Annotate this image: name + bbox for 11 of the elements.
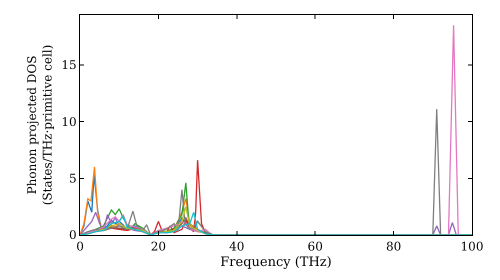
y-axis-title: Phonon projected DOS (States/THz·primitive cell) [25, 44, 55, 206]
x-tick-label: 40 [229, 239, 244, 254]
x-tick-label: 60 [308, 239, 323, 254]
x-axis-title: Frequency (THz) [220, 255, 332, 270]
y-tick-label: 10 [61, 114, 77, 129]
y-tick-label: 15 [61, 58, 77, 72]
x-tick-label: 80 [386, 239, 402, 254]
y-tick-label: 5 [68, 172, 77, 186]
x-tick-label: 20 [150, 239, 166, 254]
y-tick-label: 0 [68, 228, 77, 242]
x-tick-label: 100 [460, 239, 484, 254]
